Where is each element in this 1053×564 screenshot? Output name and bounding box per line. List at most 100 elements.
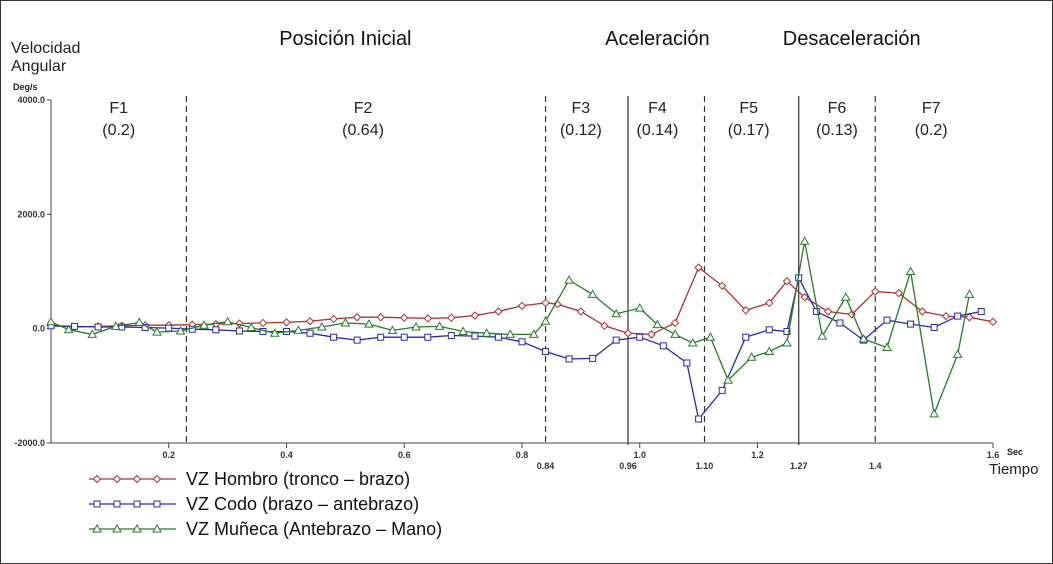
data-point — [246, 322, 257, 332]
data-point — [612, 336, 620, 344]
data-point — [929, 408, 939, 418]
data-point — [258, 318, 268, 328]
x-tick-label: 0.4 — [280, 450, 293, 460]
series-line-1 — [50, 275, 982, 421]
segment-name-f6: F6 — [828, 100, 847, 117]
segment-duration-f3: (0.12) — [560, 122, 602, 139]
segment-duration-f4: (0.14) — [637, 122, 679, 139]
boundary-label-5: 1.4 — [869, 461, 882, 471]
data-point — [741, 306, 750, 315]
data-point — [306, 329, 314, 337]
data-point — [723, 375, 733, 384]
data-point — [800, 293, 809, 302]
data-point — [894, 289, 904, 298]
series-2 — [46, 236, 975, 418]
data-point — [576, 307, 586, 316]
data-point — [600, 321, 609, 331]
data-point — [746, 352, 757, 361]
data-point — [765, 298, 774, 308]
legend-item-1: VZ Codo (brazo – antebrazo) — [89, 494, 419, 514]
y-axis-title-line2: Angular — [11, 58, 67, 75]
data-point — [330, 333, 338, 341]
data-point — [871, 287, 880, 296]
data-point — [269, 328, 280, 337]
data-point — [71, 322, 79, 330]
legend-marker — [112, 474, 122, 484]
data-point — [965, 313, 974, 322]
data-point — [481, 328, 492, 337]
data-point — [783, 328, 791, 336]
x-axis-title: Tiempo — [989, 461, 1038, 478]
data-point — [823, 307, 833, 316]
data-point — [687, 337, 698, 347]
data-point — [952, 349, 963, 358]
legend-marker — [133, 500, 141, 508]
phase-boundaries: 0.84 0.96 1.10 1.27 1.4 — [185, 96, 882, 471]
segment-duration-f1: (0.2) — [102, 122, 135, 139]
data-point — [905, 266, 916, 275]
x-tick-label: 0.2 — [162, 450, 175, 460]
data-point — [542, 348, 550, 356]
legend-marker — [112, 523, 122, 533]
y-axis-title-line1: Velocidad — [11, 40, 80, 57]
data-point — [458, 326, 468, 336]
legend-marker — [93, 500, 101, 508]
data-point — [540, 316, 551, 325]
data-point — [110, 321, 121, 330]
y-tick-label: 0.0 — [32, 324, 45, 334]
boundary-label-4: 1.27 — [790, 461, 808, 471]
data-point — [589, 354, 597, 362]
legend-marker — [113, 500, 121, 508]
data-point — [447, 313, 456, 323]
legend-label: VZ Hombro (tronco – brazo) — [186, 469, 410, 489]
segment-duration-f6: (0.13) — [816, 122, 858, 139]
data-point — [63, 324, 74, 334]
data-point — [918, 307, 927, 316]
data-point — [212, 326, 220, 334]
y-tick-label: -2000.0 — [14, 438, 45, 448]
data-point — [400, 313, 409, 323]
data-point — [694, 263, 703, 272]
data-point — [199, 320, 209, 329]
y-tick-label: 4000.0 — [17, 95, 45, 105]
legend-item-0: VZ Hombro (tronco – brazo) — [89, 469, 410, 489]
data-point — [424, 333, 432, 341]
data-point — [587, 289, 598, 298]
data-point — [353, 336, 361, 344]
data-point — [652, 319, 663, 329]
data-point — [718, 386, 726, 394]
data-point — [541, 298, 550, 308]
data-point — [930, 324, 938, 332]
data-point — [977, 308, 985, 316]
phase-title-0: Posición Inicial — [279, 28, 411, 50]
y-tick-label: 2000.0 — [17, 209, 45, 219]
data-point — [340, 317, 351, 327]
data-point — [988, 317, 998, 327]
legend-marker — [152, 474, 162, 484]
y-axis-title: Velocidad Angular — [11, 40, 85, 75]
segment-labels: F1 (0.2) F2 (0.64) F3 (0.12) F4 (0.14) F5 (0.17) F… — [102, 100, 947, 139]
data-point — [836, 319, 844, 327]
legend-marker — [152, 523, 162, 533]
data-point — [528, 329, 539, 338]
phase-title-1: Aceleración — [605, 28, 710, 50]
x-tick-label: 1.6 — [987, 450, 1000, 460]
data-point — [175, 325, 186, 335]
data-point — [782, 277, 792, 286]
data-point — [505, 329, 516, 338]
legend-label: VZ Muñeca (Antebrazo – Mano) — [186, 519, 442, 539]
segment-duration-f7: (0.2) — [915, 122, 948, 139]
data-series — [46, 236, 998, 423]
data-point — [293, 325, 304, 334]
data-point — [907, 320, 915, 328]
data-point — [471, 332, 479, 340]
data-point — [152, 327, 162, 336]
data-point — [400, 333, 408, 341]
data-point — [387, 325, 398, 334]
data-point — [840, 292, 851, 301]
data-point — [705, 332, 716, 341]
legend-marker — [92, 523, 102, 533]
data-point — [695, 415, 703, 423]
data-point — [623, 329, 633, 338]
data-point — [447, 332, 455, 340]
